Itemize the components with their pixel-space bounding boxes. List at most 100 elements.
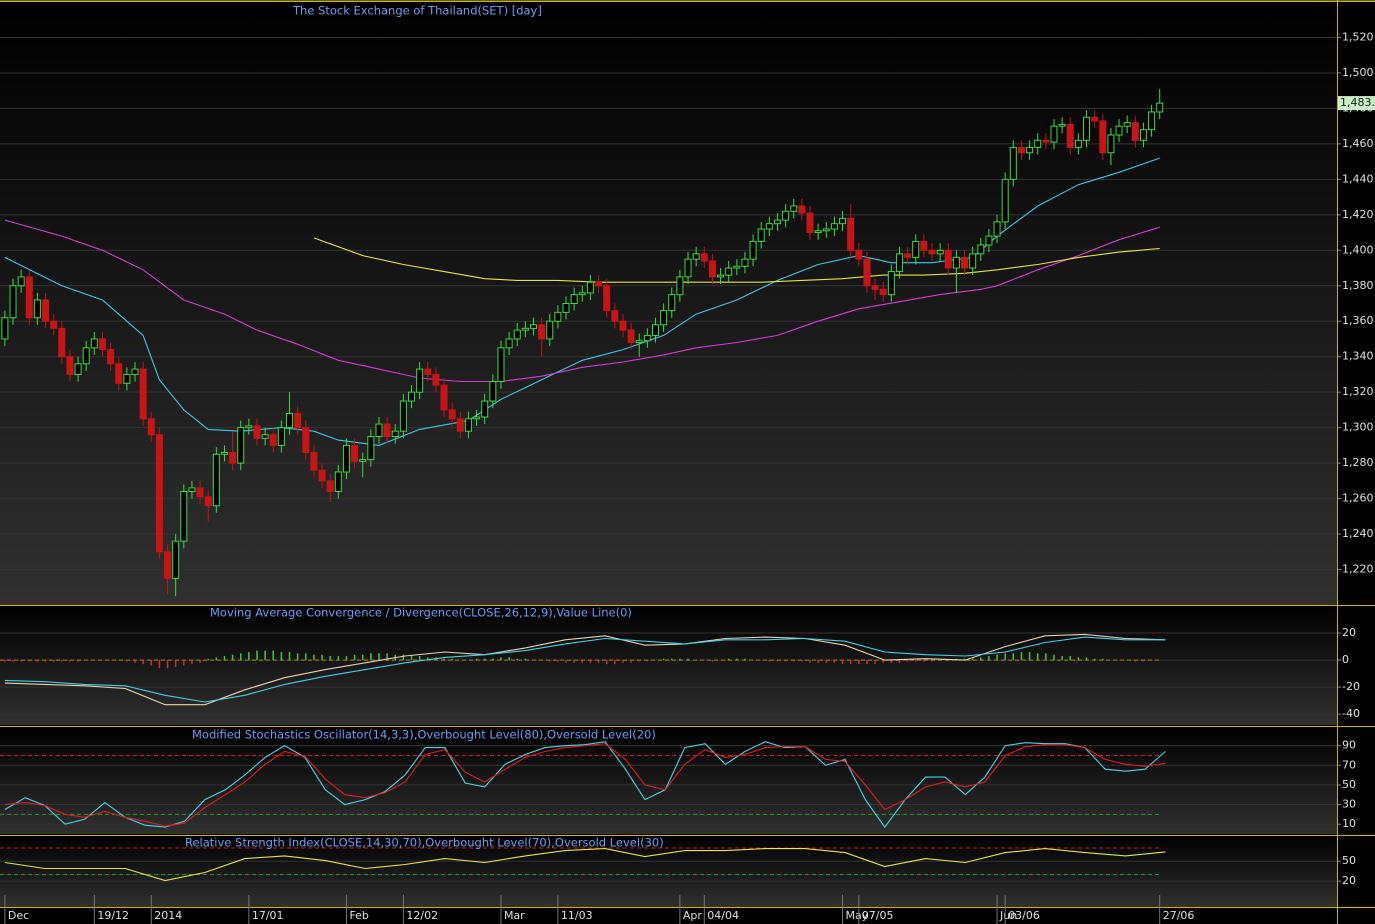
candle-body xyxy=(570,294,578,305)
panel-title: The Stock Exchange of Thailand(SET) [day… xyxy=(292,4,542,18)
candle-body xyxy=(651,324,659,336)
candle-body xyxy=(847,217,855,251)
candle-body xyxy=(1083,116,1091,141)
indicator-line xyxy=(4,848,1166,882)
candle-body xyxy=(416,368,424,393)
candle-body xyxy=(473,416,481,420)
x-tick-label: 19/12 xyxy=(97,909,129,922)
y-tick-label: 1,300 xyxy=(1342,421,1374,434)
candle-body xyxy=(749,240,757,260)
x-tick-label: 17/01 xyxy=(252,909,284,922)
x-tick-label: 12/02 xyxy=(406,909,438,922)
candle-body xyxy=(302,427,310,453)
candle-body xyxy=(1,317,9,340)
x-tick-label: May xyxy=(846,909,869,922)
y-tick-label: 1,280 xyxy=(1342,456,1374,469)
candle-body xyxy=(546,320,554,340)
candle-body xyxy=(1156,102,1164,113)
y-tick-label: 1,320 xyxy=(1342,385,1374,398)
candle-body xyxy=(481,400,489,418)
candle-body xyxy=(1058,123,1066,127)
candle-body xyxy=(619,320,627,331)
candle-body xyxy=(855,249,863,260)
candle-body xyxy=(1123,122,1131,127)
candle-body xyxy=(578,292,586,296)
candle-body xyxy=(359,459,367,462)
y-tick-label: 1,460 xyxy=(1342,137,1374,150)
candle-body xyxy=(538,324,546,340)
panel-title: Moving Average Convergence / Divergence(… xyxy=(210,606,632,620)
candle-body xyxy=(107,349,115,365)
candle-body xyxy=(936,249,944,255)
y-tick-label: 1,260 xyxy=(1342,492,1374,505)
moving-average xyxy=(313,237,1160,283)
candle-body xyxy=(757,228,765,242)
last-price-box xyxy=(1338,96,1375,111)
candle-body xyxy=(521,327,529,331)
candle-body xyxy=(700,253,708,262)
x-tick-label: 11/03 xyxy=(561,909,593,922)
y-tick-label: -20 xyxy=(1342,680,1360,693)
candle-body xyxy=(1001,178,1009,223)
candle-body xyxy=(830,223,838,230)
candle-body xyxy=(464,418,472,432)
x-tick-label: Feb xyxy=(349,909,368,922)
y-tick-label: 50 xyxy=(1342,778,1356,791)
candle-body xyxy=(497,347,505,383)
candle-body xyxy=(1107,134,1115,154)
y-tick-label: 1,500 xyxy=(1342,66,1374,79)
x-tick-label: Apr xyxy=(683,909,703,922)
candle-body xyxy=(529,324,537,329)
candle-body xyxy=(220,451,228,455)
x-tick-label: Dec xyxy=(8,909,29,922)
candle-body xyxy=(1115,125,1123,136)
y-tick-label: 1,400 xyxy=(1342,243,1374,256)
candle-body xyxy=(611,310,619,322)
candle-body xyxy=(147,418,155,436)
candle-body xyxy=(351,444,359,462)
candle-body xyxy=(399,400,407,432)
candle-body xyxy=(164,551,172,579)
candle-body xyxy=(1074,139,1082,148)
candle-body xyxy=(595,281,603,287)
candle-body xyxy=(961,256,969,269)
candle-body xyxy=(668,294,676,312)
candle-body xyxy=(196,487,204,498)
candle-body xyxy=(627,329,635,344)
candle-body xyxy=(269,434,277,446)
candle-body xyxy=(42,299,50,322)
candle-body xyxy=(1034,139,1042,148)
candle-body xyxy=(383,423,391,438)
candle-body xyxy=(814,230,822,234)
candle-body xyxy=(115,363,123,384)
candle-body xyxy=(717,274,725,278)
candle-body xyxy=(1009,146,1017,180)
candle-body xyxy=(635,340,643,344)
indicator-line xyxy=(4,633,1166,706)
candle-body xyxy=(660,310,668,326)
candle-body xyxy=(66,356,74,375)
candle-body xyxy=(74,363,82,375)
candle-body xyxy=(139,368,147,420)
candle-body xyxy=(391,430,399,438)
candle-body xyxy=(725,267,733,276)
candle-body xyxy=(432,373,440,386)
candle-body xyxy=(1026,146,1034,154)
candle-body xyxy=(50,320,58,329)
candle-body xyxy=(676,276,684,296)
panel-title: Modified Stochastics Oscillator(14,3,3),… xyxy=(192,728,656,742)
y-tick-label: 30 xyxy=(1342,798,1356,811)
candle-body xyxy=(17,276,25,287)
y-tick-label: 10 xyxy=(1342,817,1356,830)
candle-body xyxy=(513,329,521,340)
candle-body xyxy=(790,205,798,212)
x-tick-label: 27/06 xyxy=(1163,909,1195,922)
y-tick-label: 1,520 xyxy=(1342,30,1374,43)
candle-body xyxy=(765,223,773,230)
y-tick-label: 1,360 xyxy=(1342,314,1374,327)
candle-body xyxy=(863,258,871,287)
candle-body xyxy=(286,412,294,429)
candle-body xyxy=(342,444,350,473)
y-tick-label: 1,340 xyxy=(1342,350,1374,363)
candle-body xyxy=(643,334,651,342)
